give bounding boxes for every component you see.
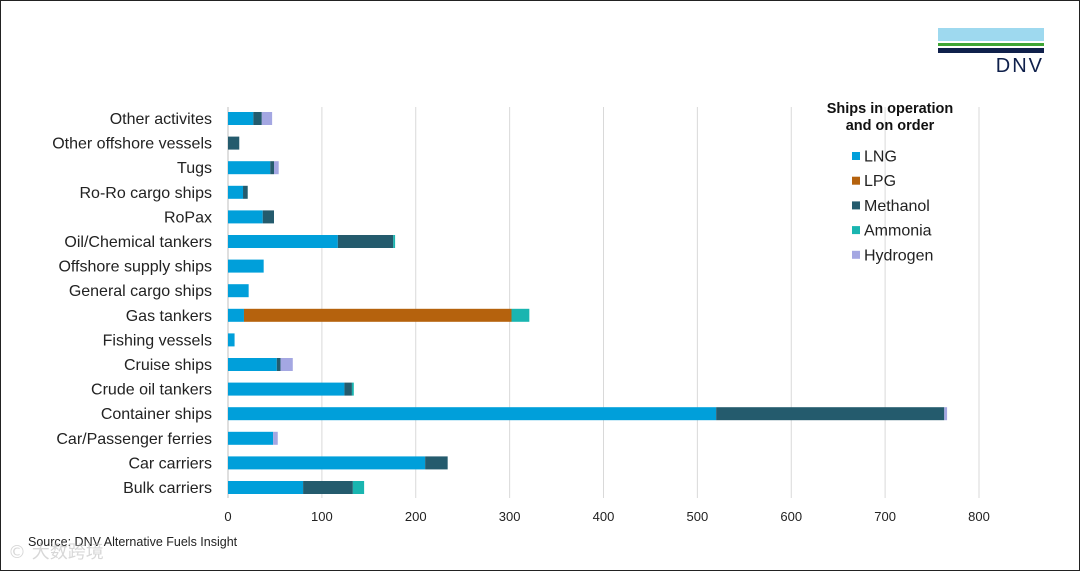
- logo-band-navy: [938, 48, 1044, 53]
- bar-segment: [228, 136, 240, 150]
- category-label: Oil/Chemical tankers: [64, 234, 212, 251]
- x-tick-label: 100: [311, 509, 333, 524]
- bar-segment: [944, 407, 948, 421]
- legend-entry: LNG: [864, 149, 897, 166]
- x-tick-label: 700: [874, 509, 896, 524]
- bar-segment: [273, 161, 279, 175]
- bar-segment: [228, 161, 271, 175]
- bar-segment: [352, 481, 365, 494]
- legend-swatch: [852, 152, 860, 160]
- watermark-text: © 大数跨境: [8, 542, 104, 563]
- category-label: Other activites: [110, 111, 212, 128]
- logo-wordmark: DNV: [995, 55, 1044, 77]
- x-tick-label: 0: [224, 509, 231, 524]
- bar-segment: [228, 235, 338, 248]
- category-label: Car carriers: [128, 455, 212, 472]
- x-tick-label: 300: [499, 509, 521, 524]
- bar-segment: [270, 161, 274, 175]
- bar-segment: [276, 358, 281, 371]
- category-label: Fishing vessels: [103, 332, 212, 349]
- bar-segment: [228, 333, 235, 347]
- category-label: Crude oil tankers: [91, 382, 212, 399]
- bar-segment: [425, 456, 448, 470]
- logo-band-light-blue: [938, 28, 1044, 41]
- bar-segment: [228, 210, 263, 224]
- x-tick-labels: 0 100 200 300 400 500 600 700 800: [224, 509, 989, 524]
- category-label: Other offshore vessels: [52, 136, 212, 153]
- bar-segment: [337, 235, 394, 248]
- bar-segment: [351, 382, 354, 396]
- x-tick-label: 400: [593, 509, 615, 524]
- category-label: Cruise ships: [124, 357, 212, 374]
- legend-entry: Methanol: [864, 198, 930, 215]
- bar-segment: [261, 112, 273, 125]
- bars: [228, 112, 948, 494]
- bar-segment: [303, 481, 353, 494]
- source-note: Source: DNV Alternative Fuels Insight: [28, 535, 238, 549]
- gridlines: [227, 107, 980, 498]
- category-label: Tugs: [177, 160, 212, 177]
- bar-segment: [243, 308, 512, 322]
- bar-segment: [228, 259, 264, 273]
- legend-swatch: [852, 250, 860, 259]
- bar-segment: [280, 358, 293, 371]
- bar-segment: [228, 284, 249, 298]
- x-tick-label: 600: [780, 509, 802, 524]
- x-tick-label: 800: [968, 509, 990, 524]
- category-label: Bulk carriers: [123, 480, 212, 497]
- category-label: Container ships: [101, 406, 212, 423]
- dnv-logo: DNV: [938, 28, 1044, 78]
- legend-entry: Hydrogen: [864, 247, 933, 264]
- logo-band-green: [938, 43, 1044, 46]
- bar-segment: [228, 456, 426, 470]
- bar-segment: [228, 112, 254, 125]
- bar-segment: [344, 382, 352, 396]
- legend-swatch: [852, 201, 860, 210]
- bar-segment: [393, 235, 396, 248]
- legend-entry: LPG: [864, 173, 896, 190]
- bar-segment: [228, 407, 717, 421]
- x-tick-label: 500: [687, 509, 709, 524]
- bar-segment: [243, 185, 248, 199]
- bar-segment: [716, 407, 945, 421]
- legend-swatch: [852, 176, 860, 185]
- legend-title: and on order: [846, 118, 935, 134]
- bar-segment: [228, 431, 274, 445]
- category-label: Offshore supply ships: [58, 259, 212, 276]
- category-label: Gas tankers: [126, 308, 212, 325]
- bar-segment: [253, 112, 262, 125]
- x-tick-label: 200: [405, 509, 427, 524]
- bar-segment: [228, 358, 277, 371]
- category-label: Ro-Ro cargo ships: [80, 185, 213, 202]
- category-label: RoPax: [164, 209, 212, 226]
- bar-segment: [511, 308, 530, 322]
- bar-segment: [228, 308, 244, 322]
- category-labels: Other activites Other offshore vessels Tug…: [52, 111, 212, 497]
- category-label: Car/Passenger ferries: [56, 431, 212, 448]
- bar-segment: [273, 431, 278, 445]
- legend-title: Ships in operation: [827, 101, 953, 117]
- legend-swatch: [852, 226, 860, 235]
- bar-segment: [228, 185, 244, 199]
- category-label: General cargo ships: [69, 283, 212, 300]
- legend-entry: Ammonia: [864, 223, 932, 240]
- bar-segment: [228, 481, 304, 494]
- bar-segment: [228, 382, 345, 396]
- bar-segment: [262, 210, 274, 224]
